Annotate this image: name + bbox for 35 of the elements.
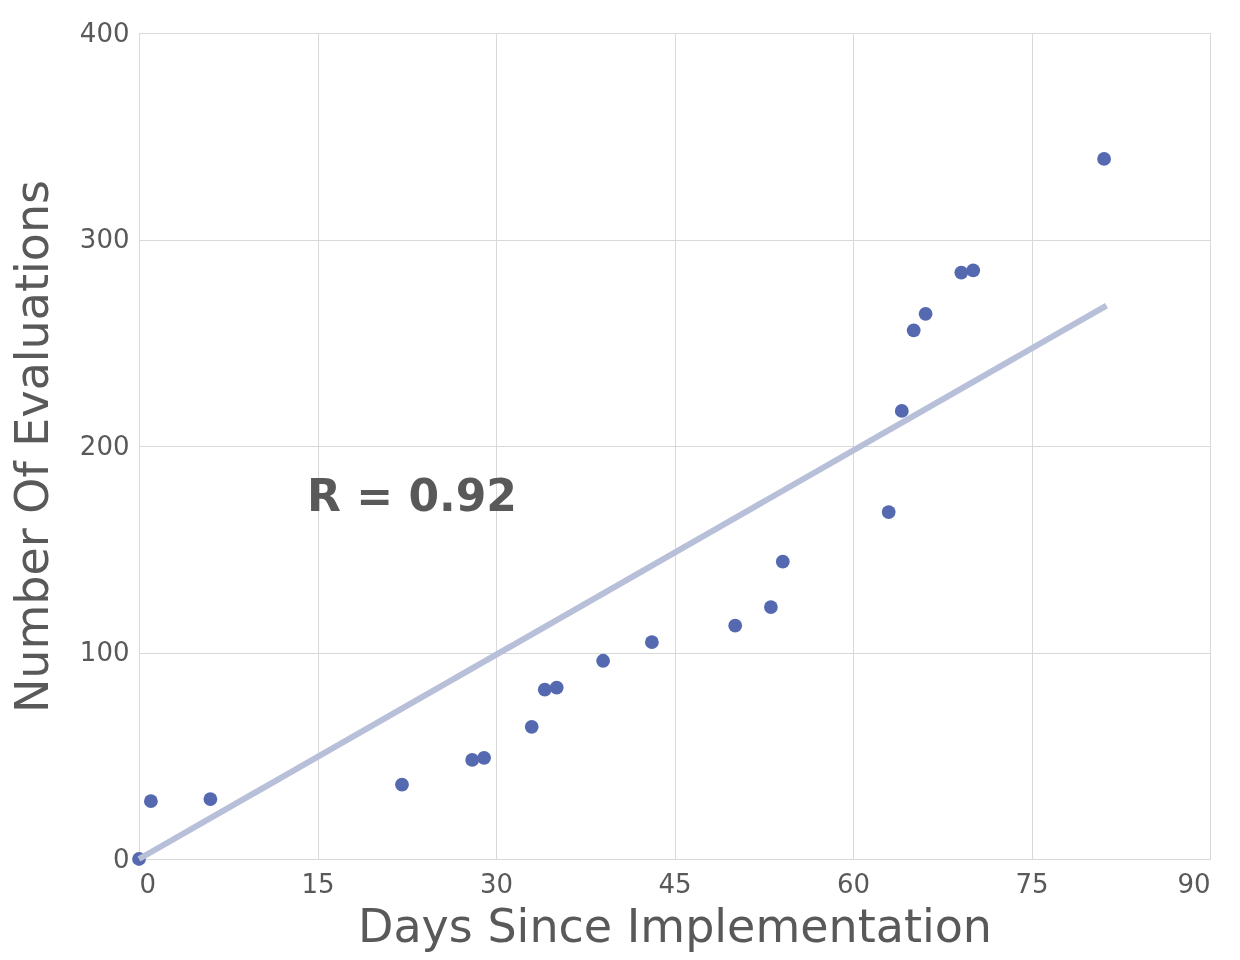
point xyxy=(596,653,610,668)
point xyxy=(954,265,969,280)
x-tick-label: 30 xyxy=(479,868,514,899)
point xyxy=(395,777,409,792)
point xyxy=(203,792,218,806)
x-tick-label: 60 xyxy=(836,868,871,899)
point xyxy=(966,263,981,278)
point xyxy=(894,404,909,418)
point xyxy=(465,753,480,767)
point xyxy=(881,505,896,519)
x-tick-label: 15 xyxy=(301,868,335,899)
x-tick-label: 90 xyxy=(1177,868,1211,899)
point xyxy=(537,682,552,697)
x-tick-label: 75 xyxy=(1015,868,1049,899)
point xyxy=(144,794,158,809)
annotation: R = 0.92 xyxy=(307,470,517,521)
point xyxy=(477,750,491,765)
point xyxy=(728,618,743,633)
point xyxy=(1097,152,1111,166)
point xyxy=(775,554,790,569)
point xyxy=(906,323,921,338)
point xyxy=(918,306,933,321)
y-tick-label: 400 xyxy=(79,17,130,48)
y-tick-label: 200 xyxy=(79,430,130,461)
x-tick-label: 0 xyxy=(139,868,157,899)
point xyxy=(549,680,564,695)
y-tick-label: 100 xyxy=(79,637,130,667)
y-tick-label: 0 xyxy=(112,843,130,874)
point xyxy=(524,719,539,734)
y-tick-label: 300 xyxy=(79,224,130,254)
point xyxy=(645,635,659,650)
x-axis-title: Days Since Implementation xyxy=(357,898,993,953)
x-tick-label: 45 xyxy=(658,868,692,899)
point xyxy=(764,600,778,614)
y-axis-title: Number Of Evaluations xyxy=(4,179,59,714)
